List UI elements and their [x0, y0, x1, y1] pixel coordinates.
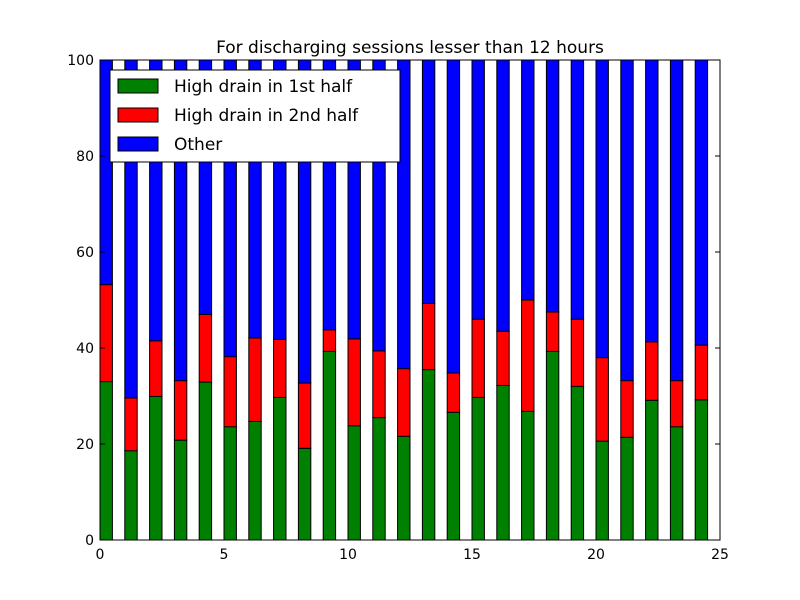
bar-segment-s1-0: [99, 284, 113, 383]
bar-segment-s2-15: [471, 59, 485, 320]
bar-segment-s1-2: [149, 340, 163, 397]
legend-swatch: [117, 107, 159, 123]
bar-segment-s0-17: [521, 410, 535, 541]
bar-segment-s0-8: [297, 447, 312, 541]
bar-segment-s1-3: [173, 380, 188, 441]
x-tick-label: 5: [220, 547, 229, 563]
bar-segment-s1-10: [347, 338, 361, 427]
bar-segment-s1-1: [124, 397, 138, 452]
bar-segment-s1-18: [545, 311, 560, 352]
legend-label: High drain in 2nd half: [174, 106, 359, 126]
plot-area-frame: [99, 59, 721, 541]
legend-label: High drain in 1st half: [174, 77, 353, 97]
y-tick-label: 40: [76, 341, 94, 357]
bar-segment-s0-18: [545, 350, 560, 541]
bar-segment-s1-23: [669, 380, 684, 428]
bar-segment-s2-20: [595, 59, 609, 359]
bar-segment-s0-14: [446, 411, 461, 541]
x-tick-label: 10: [339, 547, 357, 563]
bar-segment-s1-19: [570, 318, 585, 387]
bar-segment-s0-1: [124, 450, 138, 541]
bar-segment-s1-14: [446, 372, 461, 413]
bar-segment-s0-15: [471, 396, 485, 541]
bar-segment-s0-9: [322, 350, 337, 541]
x-tick-label: 25: [711, 547, 729, 563]
bar-segment-s2-18: [545, 59, 560, 313]
bar-segment-s1-5: [223, 356, 237, 428]
bar-segment-s0-5: [223, 426, 237, 541]
bar-segment-s1-21: [620, 380, 634, 438]
y-tick-label: 20: [76, 437, 94, 453]
x-tick-label: 15: [463, 547, 481, 563]
bars-layer: [99, 59, 709, 541]
bar-segment-s0-19: [570, 385, 585, 541]
bar-segment-s1-11: [372, 350, 386, 419]
bar-segment-s1-4: [198, 313, 213, 383]
y-tick-label: 80: [76, 149, 94, 165]
bar-segment-s0-22: [645, 399, 659, 541]
bar-segment-s0-3: [173, 439, 188, 541]
bar-segment-s0-13: [421, 369, 436, 541]
legend: High drain in 1st half High drain in 2nd …: [109, 69, 401, 163]
legend-swatch: [117, 78, 159, 94]
y-tick-label: 60: [76, 245, 94, 261]
bar-segment-s1-24: [694, 344, 709, 401]
bar-segment-s1-15: [471, 318, 485, 398]
bar-segment-s1-22: [645, 341, 659, 401]
bar-segment-s0-12: [397, 435, 411, 541]
bar-segment-s1-9: [322, 329, 337, 352]
bar-segment-s0-2: [149, 395, 163, 541]
bar-segment-s0-11: [372, 417, 386, 541]
chart-title: For discharging sessions lesser than 12 …: [216, 38, 604, 58]
bar-segment-s1-8: [297, 382, 312, 449]
bar-segment-s1-6: [248, 337, 262, 422]
bar-segment-s1-7: [273, 338, 287, 398]
bar-segment-s2-21: [620, 59, 634, 382]
y-tick-label: 100: [67, 53, 94, 69]
bar-segment-s0-21: [620, 436, 634, 541]
x-tick-label: 0: [96, 547, 105, 563]
y-tick-label: 0: [85, 533, 94, 549]
legend-swatch: [117, 136, 159, 152]
bar-segment-s2-23: [669, 59, 684, 382]
bar-segment-s1-16: [496, 330, 510, 386]
x-tick-label: 20: [587, 547, 605, 563]
bar-segment-s2-17: [521, 59, 535, 301]
legend-label: Other: [174, 135, 222, 155]
bar-segment-s0-16: [496, 384, 510, 541]
bar-segment-s1-12: [397, 368, 411, 437]
bar-segment-s0-23: [669, 426, 684, 541]
bar-segment-s2-24: [694, 59, 709, 346]
bar-segment-s1-17: [521, 299, 535, 412]
bar-segment-s1-13: [421, 302, 436, 371]
bar-segment-s0-24: [694, 399, 709, 541]
bar-segment-s2-19: [570, 59, 585, 320]
bar-segment-s0-6: [248, 420, 262, 541]
bar-segment-s0-0: [99, 381, 113, 541]
bar-segment-s2-14: [446, 59, 461, 374]
bar-segment-s2-13: [421, 59, 436, 304]
bar-segment-s0-4: [198, 381, 213, 541]
bar-segment-s2-22: [645, 59, 659, 343]
bar-segment-s0-10: [347, 425, 361, 541]
bar-segment-s1-20: [595, 357, 609, 442]
bar-segment-s0-20: [595, 440, 609, 541]
bar-segment-s0-7: [273, 396, 287, 541]
bar-segment-s2-16: [496, 59, 510, 332]
